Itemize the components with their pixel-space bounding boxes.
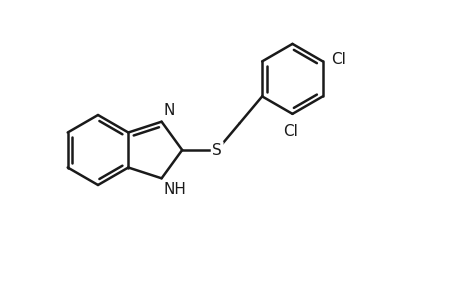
- Text: S: S: [212, 142, 222, 158]
- Text: Cl: Cl: [282, 124, 297, 139]
- Text: NH: NH: [163, 182, 186, 197]
- Text: N: N: [163, 103, 174, 118]
- Text: Cl: Cl: [330, 52, 345, 67]
